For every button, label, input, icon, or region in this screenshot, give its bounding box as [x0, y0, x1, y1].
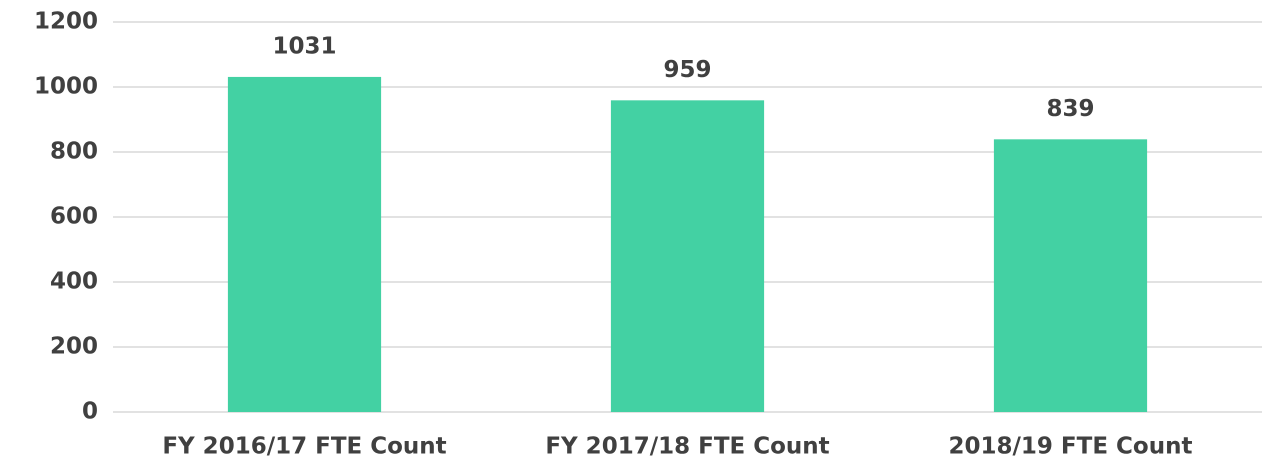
x-tick-label: FY 2016/17 FTE Count — [162, 434, 446, 460]
data-label: 839 — [1046, 96, 1094, 122]
data-label: 1031 — [272, 33, 336, 59]
y-tick-label: 200 — [50, 334, 98, 360]
bar — [227, 76, 382, 413]
bar — [993, 139, 1148, 412]
y-tick-label: 600 — [50, 204, 98, 230]
x-tick-label: FY 2017/18 FTE Count — [545, 434, 829, 460]
y-tick-label: 1000 — [34, 74, 98, 100]
y-tick-label: 1200 — [34, 9, 98, 35]
x-tick-label: 2018/19 FTE Count — [949, 434, 1193, 460]
y-tick-label: 400 — [50, 269, 98, 295]
y-tick-label: 800 — [50, 139, 98, 165]
bar — [610, 100, 765, 412]
y-tick-label: 0 — [82, 399, 98, 425]
data-label: 959 — [663, 57, 711, 83]
